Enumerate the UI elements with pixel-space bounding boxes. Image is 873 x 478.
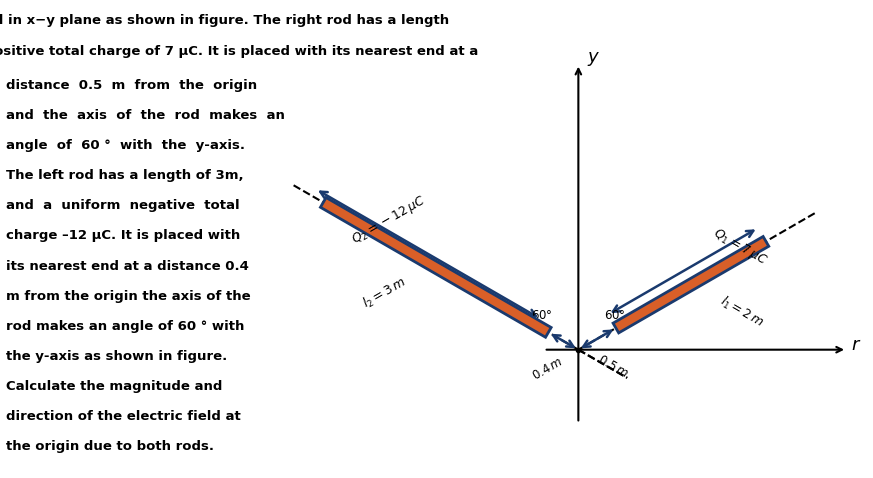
Text: and  a  uniform  negative  total: and a uniform negative total xyxy=(6,199,240,212)
Text: $60°$: $60°$ xyxy=(531,308,553,322)
Text: the y-axis as shown in figure.: the y-axis as shown in figure. xyxy=(6,350,227,363)
Text: $0.4\,m$: $0.4\,m$ xyxy=(530,355,566,383)
Text: $0.5\,m$: $0.5\,m$ xyxy=(595,353,630,380)
Text: $Q_1 = 7\,\mu C$: $Q_1 = 7\,\mu C$ xyxy=(710,226,770,269)
Text: $l_2 = 3\,m$: $l_2 = 3\,m$ xyxy=(361,274,409,312)
Text: and  the  axis  of  the  rod  makes  an: and the axis of the rod makes an xyxy=(6,109,285,122)
Text: m from the origin the axis of the: m from the origin the axis of the xyxy=(6,290,251,303)
Text: charge –12 μC. It is placed with: charge –12 μC. It is placed with xyxy=(6,229,240,242)
Text: rod makes an angle of 60 ° with: rod makes an angle of 60 ° with xyxy=(6,320,244,333)
Text: Calculate the magnitude and: Calculate the magnitude and xyxy=(6,380,223,393)
Text: distance  0.5  m  from  the  origin: distance 0.5 m from the origin xyxy=(6,79,258,92)
Polygon shape xyxy=(320,197,551,337)
Text: its nearest end at a distance 0.4: its nearest end at a distance 0.4 xyxy=(6,260,249,272)
Text: of 2 m and a uniform positive total charge of 7 μC. It is placed with its neares: of 2 m and a uniform positive total char… xyxy=(0,45,478,58)
Text: $y$: $y$ xyxy=(587,51,601,68)
Text: The left rod has a length of 3m,: The left rod has a length of 3m, xyxy=(6,169,244,182)
Text: $Q_2 = -12\,\mu C$: $Q_2 = -12\,\mu C$ xyxy=(349,193,429,249)
Text: direction of the electric field at: direction of the electric field at xyxy=(6,410,241,423)
Text: angle  of  60 °  with  the  y-axis.: angle of 60 ° with the y-axis. xyxy=(6,139,245,152)
Text: $60°$: $60°$ xyxy=(604,308,626,322)
Text: Two rods are placed in x−y plane as shown in figure. The right rod has a length: Two rods are placed in x−y plane as show… xyxy=(0,14,449,27)
Text: $\mathit{r}$: $\mathit{r}$ xyxy=(851,337,862,354)
Text: $l_1 = 2\,m$: $l_1 = 2\,m$ xyxy=(717,293,766,331)
Polygon shape xyxy=(613,237,769,333)
Text: the origin due to both rods.: the origin due to both rods. xyxy=(6,440,214,453)
